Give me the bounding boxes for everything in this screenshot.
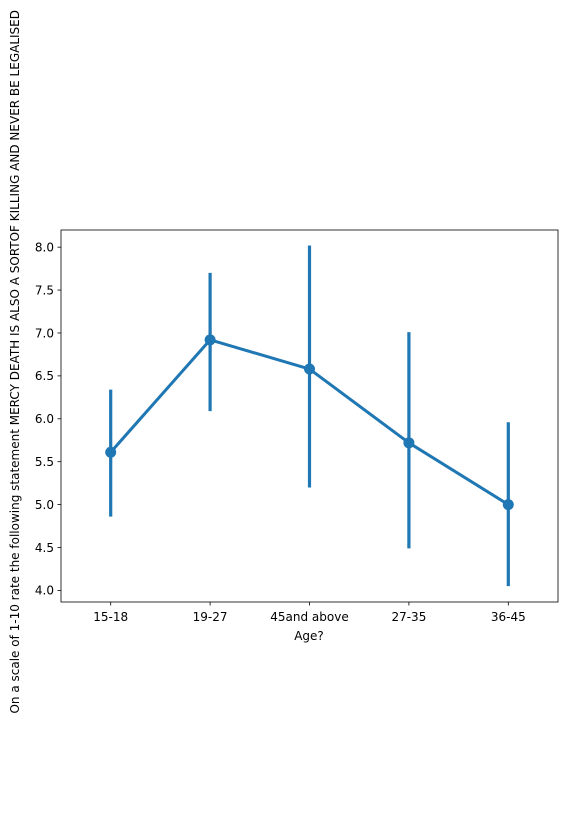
y-tick-label: 4.0 [35, 584, 54, 598]
y-tick-label: 6.5 [35, 369, 54, 383]
x-tick-label: 15-18 [93, 610, 128, 624]
y-tick-label: 5.5 [35, 455, 54, 469]
data-point [304, 363, 315, 375]
data-point [105, 446, 117, 458]
y-tick-label: 6.0 [35, 412, 54, 426]
data-points [105, 334, 514, 511]
y-tick-label: 7.0 [35, 326, 54, 340]
y-tick-label: 4.5 [35, 541, 54, 555]
y-axis-label: On a scale of 1-10 rate the following st… [8, 10, 22, 714]
y-axis-ticks: 4.0 4.5 5.0 5.5 6.0 6.5 7.0 7.5 8.0 [35, 240, 61, 598]
data-point [204, 334, 216, 346]
x-tick-label: 27-35 [391, 610, 426, 624]
data-point [502, 499, 514, 511]
y-tick-label: 8.0 [35, 240, 54, 254]
x-axis-label: Age? [294, 629, 324, 643]
data-point [403, 437, 415, 449]
y-tick-label: 5.0 [35, 498, 54, 512]
x-tick-label: 36-45 [491, 610, 526, 624]
y-tick-label: 7.5 [35, 283, 54, 297]
x-tick-label: 45and above [270, 610, 348, 624]
plot-frame [60, 229, 559, 603]
x-tick-label: 19-27 [193, 610, 228, 624]
x-axis-ticks: 15-18 19-27 45and above 27-35 36-45 [93, 602, 526, 624]
